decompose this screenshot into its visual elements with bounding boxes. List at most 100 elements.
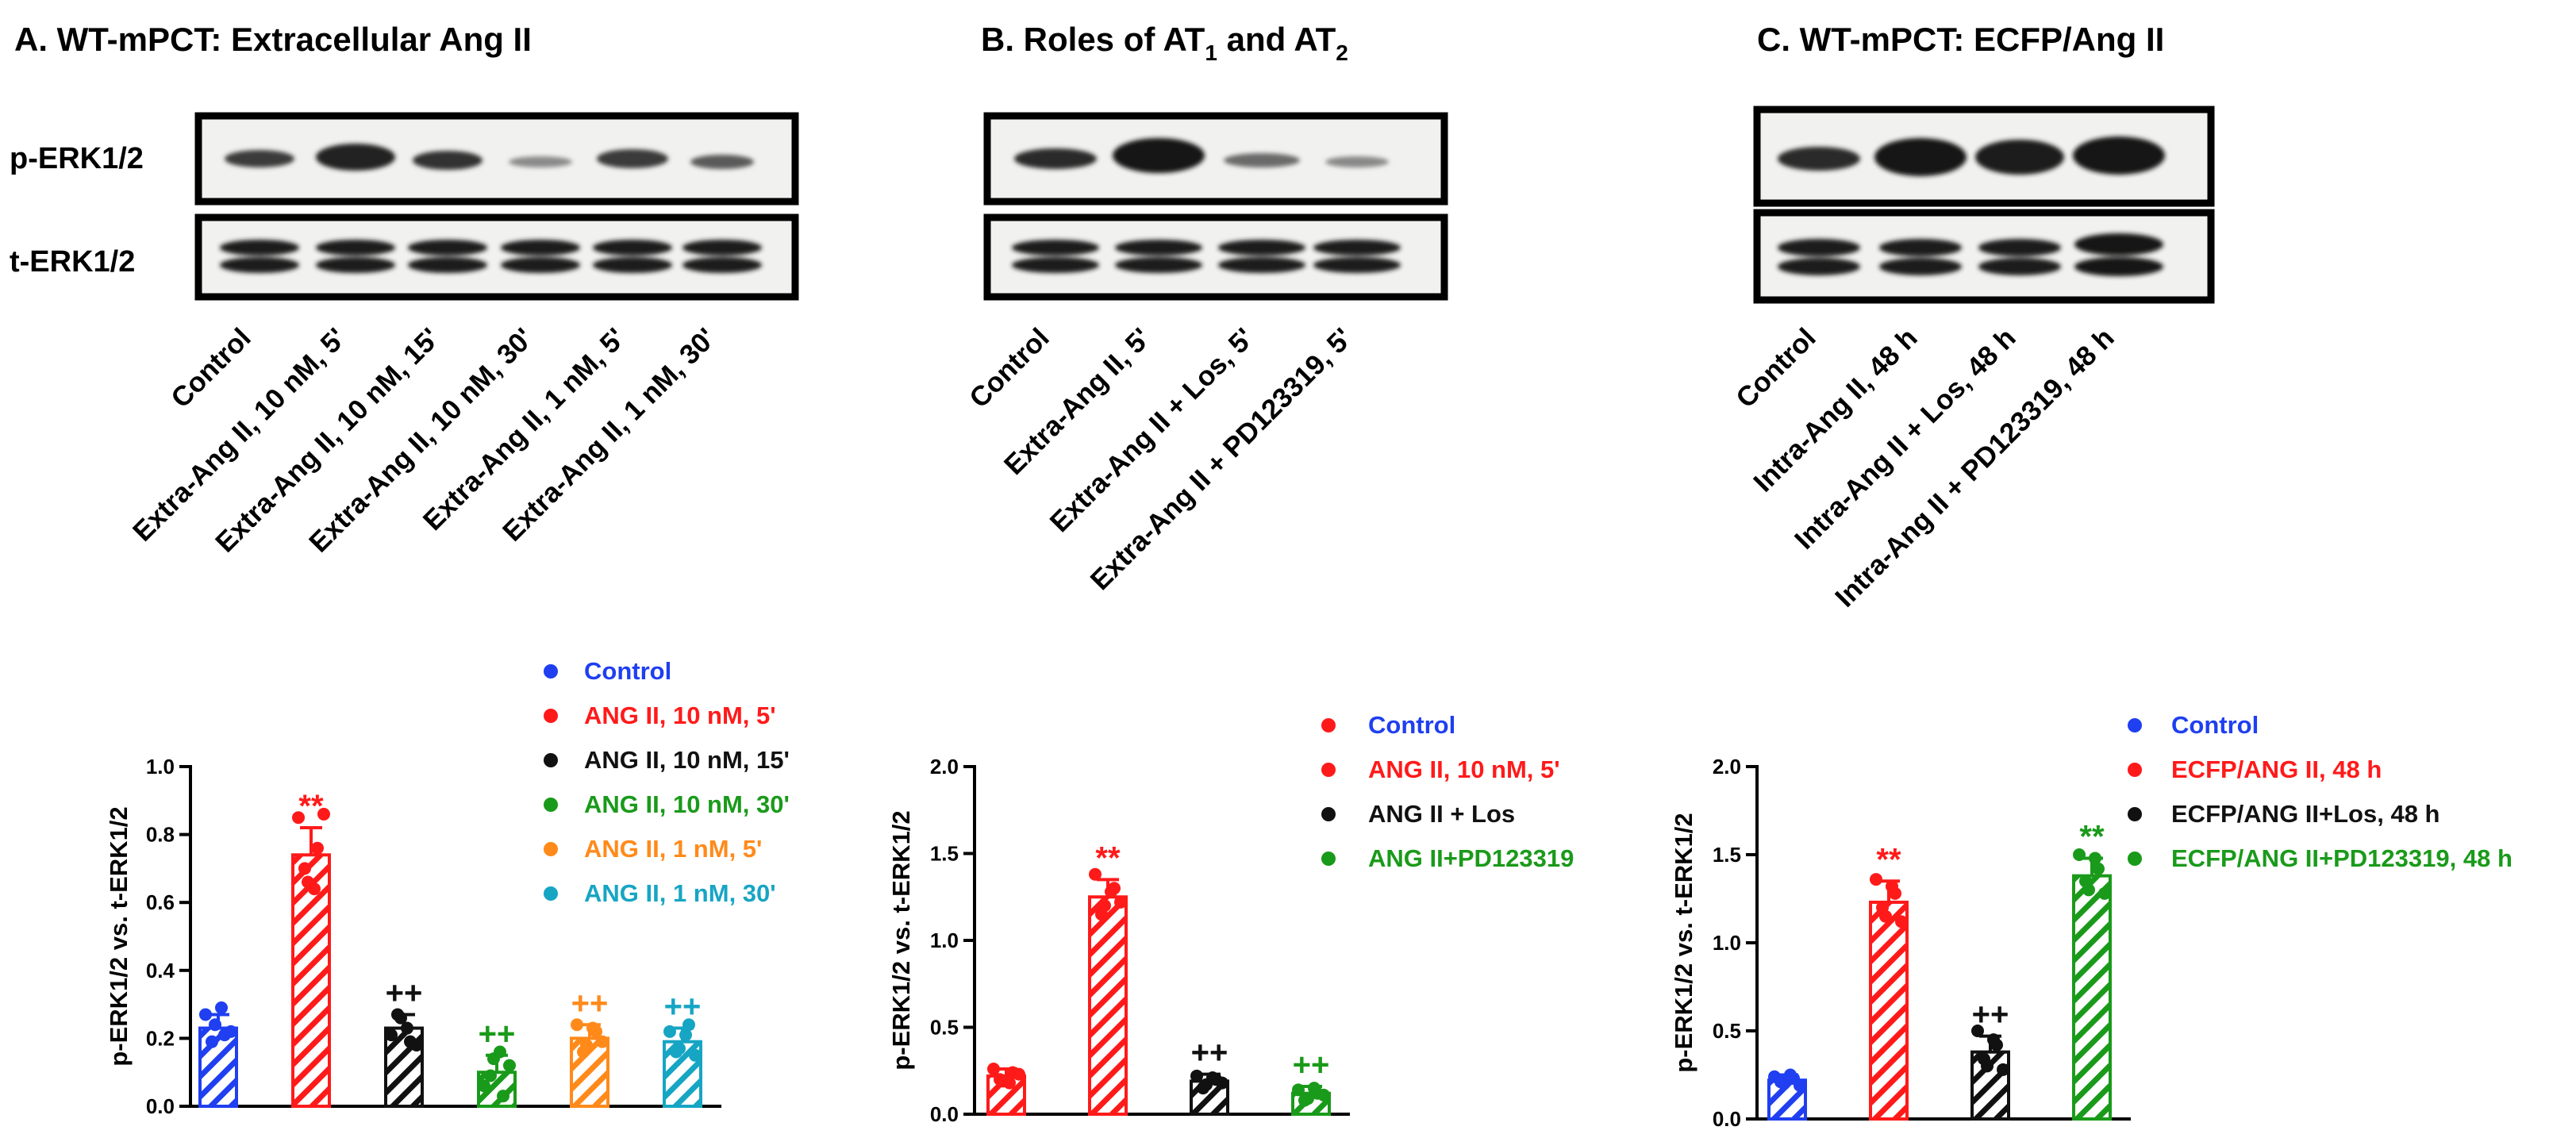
y-tick-label: 1.0	[146, 755, 175, 779]
data-point	[317, 807, 330, 821]
data-point	[1774, 1075, 1787, 1089]
legend-marker	[1321, 852, 1336, 866]
data-point	[1206, 1071, 1219, 1085]
data-point	[1794, 1078, 1806, 1092]
blot-c-terk	[1753, 209, 2215, 304]
panel-c-title: C. WT-mPCT: ECFP/Ang II	[1757, 21, 2164, 58]
legend-marker	[544, 842, 558, 856]
y-axis-label: p-ERK1/2 vs. t-ERK1/2	[105, 806, 133, 1066]
y-tick-label: 0.4	[146, 959, 175, 982]
data-point	[994, 1073, 1006, 1086]
y-axis-label: p-ERK1/2 vs. t-ERK1/2	[887, 810, 915, 1070]
significance-label: ++	[1293, 1048, 1330, 1082]
significance-label: **	[298, 789, 324, 824]
lane-label: Control	[1730, 322, 1822, 414]
bar-chart-c: 0.0 0.5 1.0 1.5 2.0 p-ERK1/2 vs. t-ERK1/2 ** ++…	[1670, 711, 2513, 1131]
data-point	[689, 1048, 702, 1062]
y-tick-label: 0.5	[1713, 1019, 1741, 1043]
bar-chart-a: 0.0 0.2 0.4 0.6 0.8 1.0 p-ERK1/2 vs. t-ERK1/2 *…	[105, 657, 790, 1118]
data-point	[2073, 848, 2086, 861]
data-point	[311, 841, 324, 855]
data-point	[1997, 1063, 2009, 1076]
row-label-terk: t-ERK1/2	[10, 245, 135, 279]
data-point	[209, 1018, 221, 1032]
data-point	[663, 1025, 676, 1038]
y-axis-label: p-ERK1/2 vs. t-ERK1/2	[1670, 813, 1697, 1072]
data-point	[1216, 1076, 1228, 1090]
blot-b-perk	[983, 112, 1448, 206]
lane-labels-c: Control Intra-Ang II, 48 h Intra-Ang II …	[1730, 322, 2120, 613]
y-tick-label: 0.5	[930, 1016, 959, 1040]
legend-marker	[2128, 763, 2142, 777]
data-point	[1105, 885, 1117, 898]
data-point	[1003, 1076, 1016, 1090]
bar	[2072, 874, 2112, 1121]
data-point	[682, 1018, 695, 1032]
data-point	[1876, 901, 1889, 914]
data-point	[1013, 1067, 1025, 1081]
legend-label: ANG II, 1 nM, 30'	[584, 879, 776, 907]
panel-b-title: B. Roles of AT1 and AT2	[981, 21, 1348, 65]
data-point	[1308, 1082, 1321, 1095]
data-point	[1784, 1068, 1797, 1082]
data-point	[1978, 1052, 1990, 1066]
data-point	[577, 1045, 590, 1059]
legend-marker	[544, 798, 558, 812]
bar	[291, 853, 331, 1109]
data-point	[2098, 886, 2111, 900]
legend-label: ANG II, 10 nM, 5'	[584, 702, 776, 729]
data-point	[670, 1045, 682, 1059]
data-point	[1886, 879, 1898, 893]
legend-marker	[544, 886, 558, 901]
data-point	[391, 1008, 404, 1021]
legend-label: Control	[2171, 711, 2259, 739]
blot-b-terk	[983, 213, 1448, 301]
data-point	[987, 1063, 1000, 1076]
data-point	[385, 1028, 398, 1042]
panel-b-title-mid: and AT	[1217, 21, 1336, 58]
data-point	[1089, 867, 1102, 881]
panel-b-title-sub1: 1	[1205, 40, 1217, 65]
panel-a-title: A. WT-mPCT: Extracellular Ang II	[14, 21, 532, 58]
y-tick-label: 0.0	[1713, 1107, 1741, 1131]
data-point	[225, 1025, 237, 1038]
legend-label: Control	[584, 657, 671, 685]
data-point	[2092, 862, 2105, 875]
y-tick-label: 1.0	[930, 928, 959, 952]
significance-label: **	[1095, 840, 1121, 875]
significance-label: ++	[664, 990, 702, 1025]
bar	[1088, 895, 1128, 1116]
bar	[1869, 900, 1909, 1121]
legend-marker	[1321, 807, 1336, 821]
significance-label: ++	[479, 1017, 516, 1051]
data-point	[1190, 1069, 1203, 1082]
legend-marker	[2128, 718, 2142, 732]
data-point	[497, 1090, 509, 1103]
lane-label: Control	[963, 322, 1055, 414]
legend-marker	[1321, 763, 1336, 777]
data-point	[292, 811, 305, 825]
data-point	[308, 882, 321, 896]
data-point	[484, 1069, 497, 1082]
y-tick-label: 0.0	[146, 1094, 175, 1118]
bar-chart-b: 0.0 0.5 1.0 1.5 2.0 p-ERK1/2 vs. t-ERK1/2 ** ++…	[887, 711, 1574, 1126]
y-tick-label: 0.8	[146, 823, 175, 847]
data-point	[1895, 915, 1908, 928]
data-point	[478, 1079, 490, 1093]
legend-label: ANG II + Los	[1368, 800, 1515, 828]
legend-label: ANG II+PD123319	[1368, 844, 1574, 872]
data-point	[503, 1059, 516, 1072]
legend-label: ECFP/ANG II+PD123319, 48 h	[2171, 844, 2513, 872]
y-tick-label: 0.6	[146, 890, 175, 914]
legend-label: ANG II, 10 nM, 5'	[1368, 755, 1560, 783]
bar	[198, 1026, 238, 1109]
data-point	[2089, 852, 2101, 865]
blot-c-perk	[1753, 106, 2215, 207]
data-point	[1292, 1083, 1305, 1097]
data-point	[1987, 1033, 2000, 1047]
panel-b-title-sub2: 2	[1336, 40, 1348, 65]
data-point	[1971, 1025, 1984, 1037]
data-point	[494, 1045, 506, 1059]
legend-marker	[544, 709, 558, 723]
